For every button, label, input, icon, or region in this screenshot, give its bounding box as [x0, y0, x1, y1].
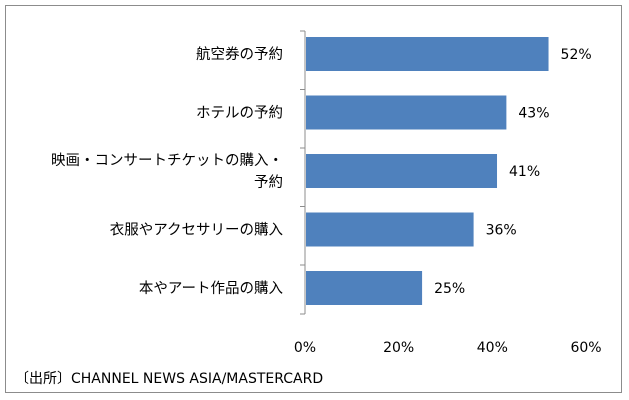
bar: [306, 212, 474, 247]
value-label: 43%: [518, 106, 549, 122]
bar: [306, 271, 423, 305]
source-note: 〔出所〕CHANNEL NEWS ASIA/MASTERCARD: [15, 371, 324, 387]
bar: [306, 154, 498, 188]
value-label: 52%: [561, 47, 592, 63]
category-label: 航空券の予約: [196, 46, 283, 63]
bar: [306, 95, 507, 130]
category-label: 映画・コンサートチケットの購入・予約: [51, 152, 283, 191]
x-tick-label: 20%: [383, 340, 414, 356]
x-tick-label: 0%: [294, 340, 316, 356]
category-label: 衣服やアクセサリーの購入: [110, 222, 283, 239]
category-label: ホテルの予約: [196, 105, 283, 122]
value-label: 41%: [509, 164, 540, 180]
x-tick-label: 60%: [570, 340, 601, 356]
value-label: 36%: [486, 223, 517, 239]
value-label: 25%: [434, 281, 465, 297]
x-tick-label: 40%: [477, 340, 508, 356]
bar: [306, 37, 549, 71]
category-label: 本やアート作品の購入: [139, 280, 283, 297]
